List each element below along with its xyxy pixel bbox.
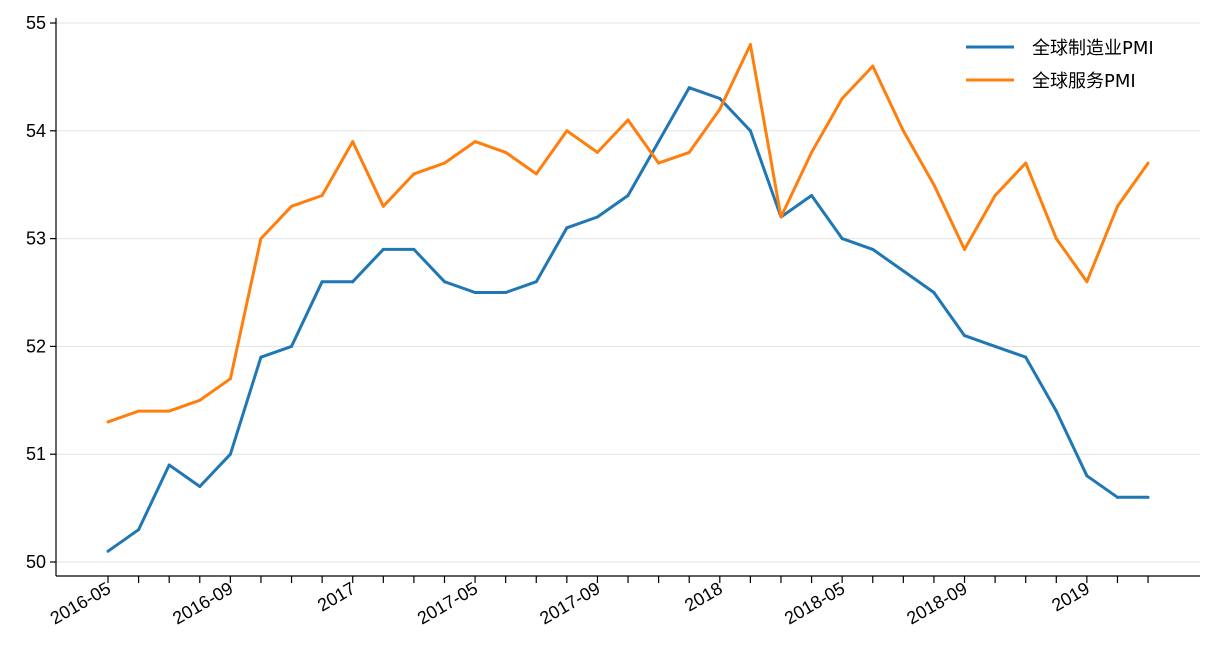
legend-label-services: 全球服务PMI bbox=[1032, 71, 1136, 92]
data-point-s1-17 bbox=[626, 118, 630, 122]
legend: 全球制造业PMI 全球服务PMI bbox=[966, 38, 1154, 92]
data-point-s1-31 bbox=[1054, 237, 1058, 241]
y-tick-label-2: 52 bbox=[26, 336, 46, 356]
data-point-s0-12 bbox=[473, 291, 477, 294]
y-tick-label-4: 54 bbox=[26, 121, 46, 141]
data-point-s0-5 bbox=[259, 355, 263, 359]
data-point-s1-24 bbox=[840, 96, 844, 100]
data-point-s1-30 bbox=[1024, 161, 1028, 165]
x-tick-label-0: 2016-05 bbox=[47, 578, 114, 628]
data-point-s0-24 bbox=[840, 237, 844, 241]
data-point-s0-30 bbox=[1024, 355, 1028, 359]
data-point-s1-7 bbox=[320, 193, 324, 197]
x-tick-label-3: 2017-05 bbox=[414, 578, 481, 628]
data-point-s0-11 bbox=[442, 280, 446, 284]
data-point-s0-9 bbox=[381, 247, 385, 251]
data-point-s1-26 bbox=[901, 129, 905, 133]
data-point-s0-7 bbox=[320, 280, 324, 284]
axes bbox=[55, 18, 1200, 577]
data-point-s0-34 bbox=[1146, 495, 1150, 499]
data-point-s1-11 bbox=[442, 161, 446, 165]
data-point-s1-27 bbox=[932, 183, 936, 187]
x-tick-label-7: 2018-09 bbox=[903, 578, 970, 628]
data-point-s1-3 bbox=[198, 398, 202, 402]
data-point-s1-33 bbox=[1115, 204, 1119, 208]
data-point-s0-8 bbox=[351, 280, 355, 284]
data-point-s1-16 bbox=[595, 150, 599, 154]
data-point-s1-34 bbox=[1146, 161, 1150, 165]
data-point-s1-10 bbox=[412, 172, 416, 176]
data-point-s0-16 bbox=[595, 215, 599, 219]
x-tick-label-2: 2017 bbox=[314, 578, 359, 615]
data-point-s1-25 bbox=[871, 64, 875, 68]
x-tick-label-8: 2019 bbox=[1048, 578, 1093, 615]
data-point-s1-18 bbox=[657, 161, 661, 165]
data-point-s1-29 bbox=[993, 193, 997, 197]
data-point-s0-13 bbox=[504, 291, 508, 294]
data-point-s0-1 bbox=[137, 528, 141, 532]
series-line-0 bbox=[107, 86, 1149, 553]
data-point-s0-2 bbox=[167, 463, 171, 467]
data-point-s1-2 bbox=[167, 409, 171, 413]
x-tick-label-6: 2018-05 bbox=[781, 578, 848, 628]
data-point-s1-13 bbox=[504, 150, 508, 154]
data-point-s1-9 bbox=[381, 204, 385, 208]
y-tick-label-0: 50 bbox=[26, 552, 46, 572]
data-point-s1-28 bbox=[963, 247, 967, 251]
data-point-s1-5 bbox=[259, 237, 263, 241]
data-point-s0-0 bbox=[106, 549, 110, 553]
data-point-s0-14 bbox=[534, 280, 538, 284]
y-tick-label-5: 55 bbox=[26, 13, 46, 33]
series-lines bbox=[106, 43, 1150, 553]
data-point-s0-3 bbox=[198, 485, 202, 489]
x-tick-label-1: 2016-09 bbox=[169, 578, 236, 628]
data-point-s0-31 bbox=[1054, 409, 1058, 413]
data-point-s0-4 bbox=[228, 452, 232, 456]
data-point-s1-21 bbox=[748, 43, 752, 47]
x-tick-label-5: 2018 bbox=[681, 578, 726, 615]
y-tick-label-3: 53 bbox=[26, 229, 46, 249]
data-point-s0-28 bbox=[963, 334, 967, 338]
data-point-s1-1 bbox=[137, 409, 141, 413]
data-point-s1-32 bbox=[1085, 280, 1089, 284]
data-point-s1-0 bbox=[106, 420, 110, 424]
data-point-s1-22 bbox=[779, 215, 783, 219]
legend-label-manufacturing: 全球制造业PMI bbox=[1032, 38, 1154, 59]
data-point-s0-32 bbox=[1085, 474, 1089, 478]
data-point-s0-10 bbox=[412, 247, 416, 251]
data-point-s0-26 bbox=[901, 269, 905, 273]
grid-lines bbox=[56, 22, 1200, 563]
x-ticks: 2016-05 2016-09 2017 2017-05 2017-09 2018 2018… bbox=[47, 576, 1149, 628]
y-tick-label-1: 51 bbox=[26, 444, 46, 464]
data-point-s0-6 bbox=[290, 344, 294, 348]
data-point-s1-20 bbox=[718, 107, 722, 111]
data-point-s1-12 bbox=[473, 140, 477, 144]
data-point-s1-8 bbox=[351, 140, 355, 144]
data-point-s1-23 bbox=[810, 150, 814, 154]
data-point-s1-4 bbox=[228, 377, 232, 381]
data-point-s0-20 bbox=[718, 96, 722, 100]
x-tick-label-4: 2017-09 bbox=[536, 578, 603, 628]
data-point-s0-18 bbox=[657, 140, 661, 144]
data-point-s1-14 bbox=[534, 172, 538, 176]
y-ticks: 50 51 52 53 54 55 bbox=[26, 13, 56, 572]
series-line-1 bbox=[107, 43, 1150, 424]
data-point-s0-27 bbox=[932, 291, 936, 294]
data-point-s1-15 bbox=[565, 129, 569, 133]
data-point-s0-17 bbox=[626, 193, 630, 197]
data-point-s0-19 bbox=[687, 86, 691, 90]
data-point-s0-23 bbox=[810, 193, 814, 197]
data-point-s0-25 bbox=[871, 247, 875, 251]
data-point-s0-15 bbox=[565, 226, 569, 230]
data-point-s1-6 bbox=[290, 204, 294, 208]
data-point-s0-33 bbox=[1115, 495, 1119, 499]
data-point-s1-19 bbox=[687, 150, 691, 154]
data-point-s0-21 bbox=[748, 129, 752, 133]
data-point-s0-29 bbox=[993, 344, 997, 348]
